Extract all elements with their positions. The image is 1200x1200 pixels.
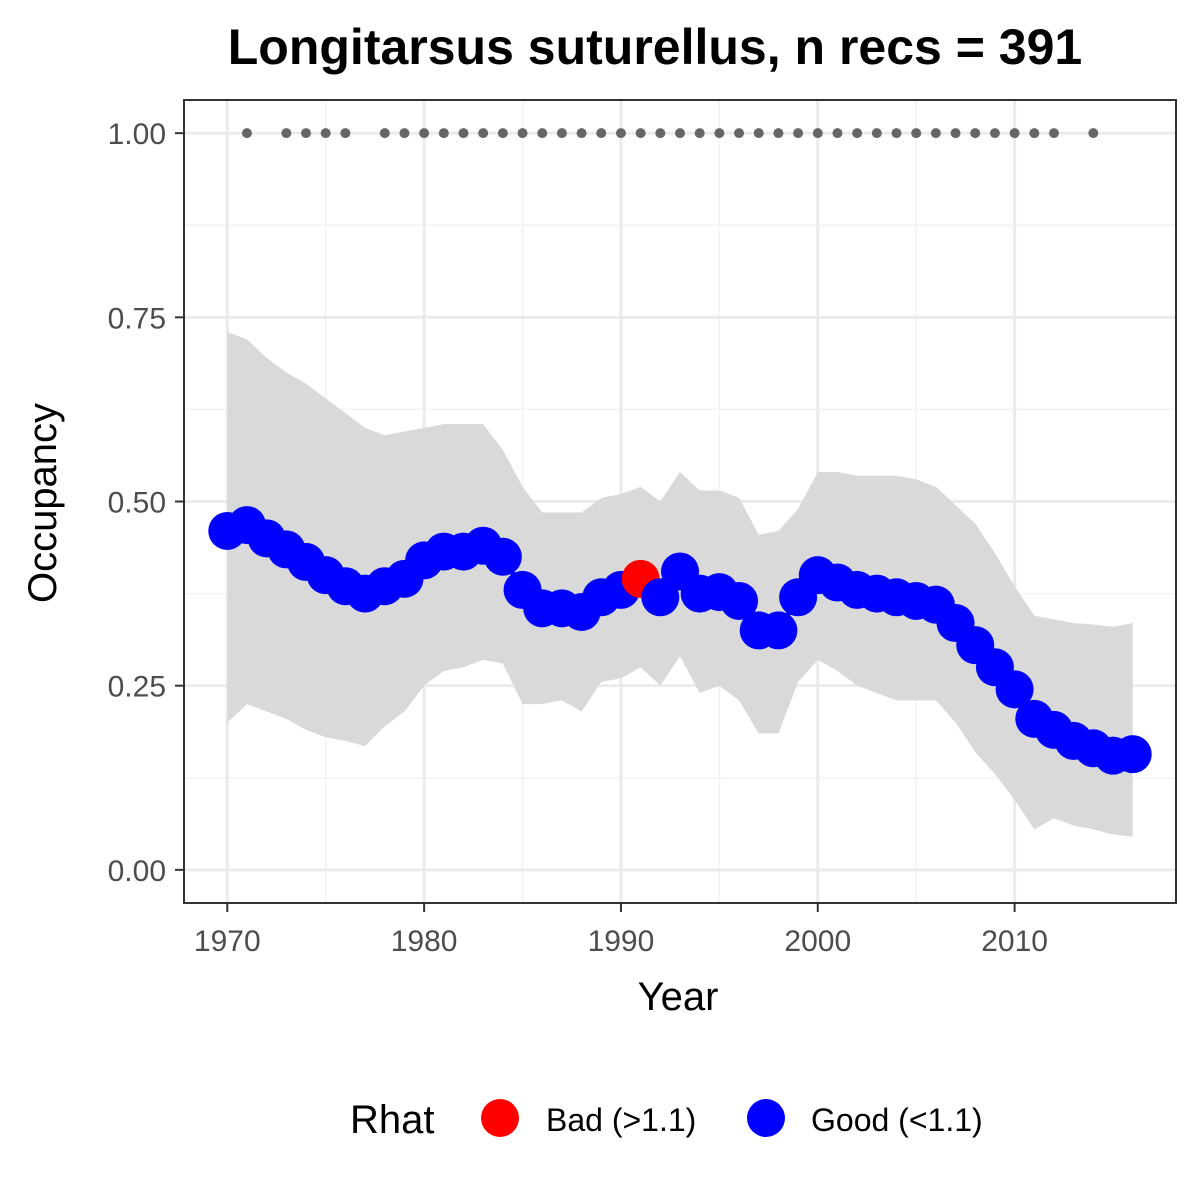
chart-title: Longitarsus suturellus, n recs = 391 bbox=[228, 19, 1082, 75]
record-point bbox=[871, 128, 882, 139]
legend-key-good bbox=[747, 1099, 785, 1137]
record-point bbox=[1048, 128, 1059, 139]
occupancy-point-good bbox=[720, 581, 759, 620]
x-tick-label: 1980 bbox=[391, 925, 458, 958]
record-point bbox=[497, 128, 508, 139]
occupancy-point-good bbox=[1113, 735, 1152, 774]
record-point bbox=[852, 128, 863, 139]
legend-label-bad: Bad (>1.1) bbox=[546, 1102, 696, 1138]
x-tick-label: 1970 bbox=[194, 925, 261, 958]
record-point bbox=[773, 128, 784, 139]
record-point bbox=[753, 128, 764, 139]
record-point bbox=[301, 128, 312, 139]
occupancy-point-good bbox=[759, 611, 798, 650]
record-point bbox=[340, 128, 351, 139]
record-point bbox=[793, 128, 804, 139]
record-point bbox=[438, 128, 449, 139]
record-point bbox=[596, 128, 607, 139]
record-point bbox=[458, 128, 469, 139]
record-point bbox=[615, 128, 626, 139]
y-tick-label: 1.00 bbox=[108, 118, 166, 151]
record-point bbox=[655, 128, 666, 139]
record-point bbox=[911, 128, 922, 139]
x-tick-label: 1990 bbox=[588, 925, 655, 958]
record-point bbox=[734, 128, 745, 139]
record-point bbox=[419, 128, 430, 139]
record-point bbox=[891, 128, 902, 139]
record-point bbox=[320, 128, 331, 139]
record-point bbox=[930, 128, 941, 139]
y-tick-label: 0.00 bbox=[108, 855, 166, 888]
y-tick-label: 0.75 bbox=[108, 302, 166, 335]
points-layer bbox=[208, 506, 1152, 775]
record-point bbox=[576, 128, 587, 139]
legend-label-good: Good (<1.1) bbox=[811, 1102, 983, 1138]
y-axis: 0.00 0.25 0.50 0.75 1.00 bbox=[108, 118, 184, 888]
legend-title: Rhat bbox=[350, 1098, 435, 1142]
record-point bbox=[675, 128, 685, 139]
y-tick-label: 0.50 bbox=[108, 487, 166, 520]
record-point bbox=[989, 128, 1000, 139]
legend-key-bad bbox=[481, 1099, 519, 1137]
y-axis-title: Occupancy bbox=[21, 403, 65, 603]
occupancy-point-good bbox=[641, 578, 680, 617]
x-axis: 1970 1980 1990 2000 2010 bbox=[194, 903, 1048, 958]
x-tick-label: 2010 bbox=[981, 925, 1048, 958]
record-point bbox=[241, 128, 252, 139]
record-point bbox=[1029, 128, 1040, 139]
record-point bbox=[478, 128, 489, 139]
x-axis-title: Year bbox=[638, 975, 719, 1019]
record-point bbox=[1088, 128, 1099, 139]
record-point bbox=[635, 128, 646, 139]
record-point bbox=[537, 128, 548, 139]
record-point bbox=[281, 128, 292, 139]
record-point bbox=[517, 128, 528, 139]
record-point bbox=[832, 128, 843, 139]
record-point bbox=[714, 128, 725, 139]
legend: Rhat Bad (>1.1) Good (<1.1) bbox=[350, 1098, 983, 1142]
occupancy-point-good bbox=[995, 670, 1034, 709]
y-tick-label: 0.25 bbox=[108, 671, 166, 704]
records-layer bbox=[241, 128, 1099, 139]
record-point bbox=[399, 128, 410, 139]
record-point bbox=[1009, 128, 1020, 139]
x-tick-label: 2000 bbox=[784, 925, 851, 958]
record-point bbox=[970, 128, 981, 139]
occupancy-point-good bbox=[483, 537, 522, 576]
record-point bbox=[379, 128, 390, 139]
record-point bbox=[556, 128, 567, 139]
record-point bbox=[950, 128, 961, 139]
record-point bbox=[694, 128, 705, 139]
record-point bbox=[812, 128, 823, 139]
